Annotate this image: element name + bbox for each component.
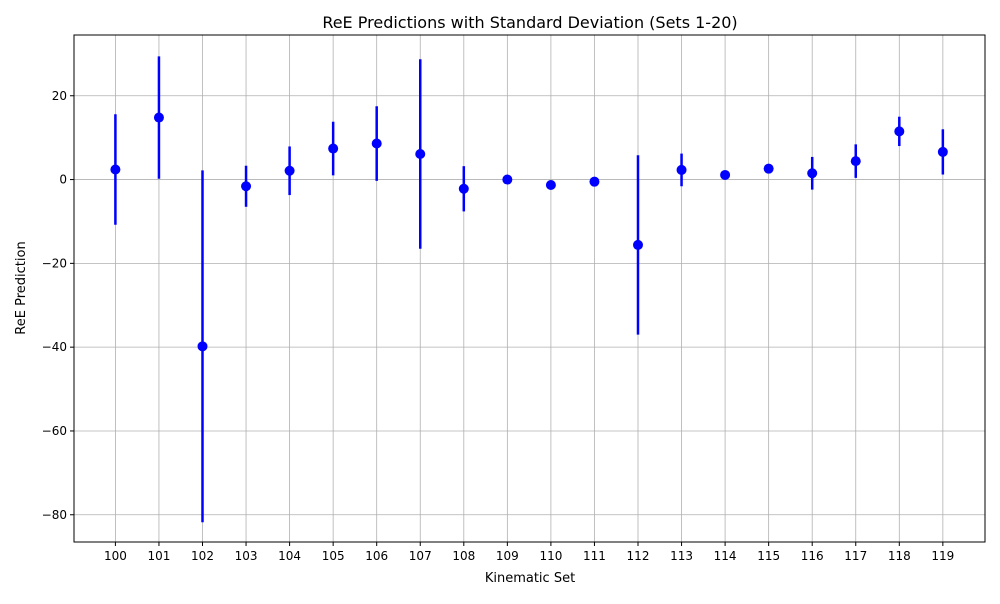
data-point	[720, 169, 731, 180]
x-axis-label: Kinematic Set	[485, 571, 575, 586]
x-tick-label: 113	[670, 549, 693, 563]
x-tick-label: 102	[191, 549, 214, 563]
data-point	[284, 165, 295, 176]
x-tick-label: 108	[452, 549, 475, 563]
y-tick-label: −60	[42, 424, 67, 438]
data-point	[458, 183, 469, 194]
axis-layer: 100 101 102 103 104 105 106 107 108 109 110 111 112 1…	[42, 89, 955, 563]
data-point	[153, 112, 164, 123]
x-tick-label: 100	[104, 549, 127, 563]
data-point	[371, 138, 382, 149]
data-point	[937, 146, 948, 157]
series-layer	[110, 56, 948, 523]
data-point	[633, 239, 643, 250]
data-point	[197, 341, 208, 352]
x-tick-label: 111	[583, 549, 606, 563]
x-tick-label: 115	[757, 549, 780, 563]
x-tick-label: 101	[147, 549, 170, 563]
y-tick-label: −80	[42, 508, 67, 522]
data-point	[502, 174, 513, 185]
data-point	[850, 156, 861, 167]
chart-title: ReE Predictions with Standard Deviation …	[322, 13, 737, 32]
x-tick-label: 112	[627, 549, 650, 563]
y-axis-label: ReE Prediction	[14, 241, 29, 334]
x-tick-label: 110	[539, 549, 562, 563]
x-tick-label: 109	[496, 549, 519, 563]
x-tick-label: 114	[714, 549, 737, 563]
plot-frame	[73, 34, 986, 543]
data-point	[763, 163, 774, 174]
data-point	[589, 176, 600, 187]
data-point	[328, 143, 339, 154]
y-tick-label: −20	[42, 256, 67, 270]
y-tick-label: −40	[42, 340, 67, 354]
x-tick-label: 107	[409, 549, 432, 563]
x-tick-label: 105	[322, 549, 345, 563]
data-point	[241, 181, 252, 192]
data-point	[110, 164, 121, 175]
y-tick-label: 0	[59, 173, 67, 187]
x-tick-label: 103	[235, 549, 258, 563]
x-tick-label: 116	[801, 549, 824, 563]
x-tick-label: 117	[844, 549, 867, 563]
x-tick-label: 106	[365, 549, 388, 563]
data-point	[415, 148, 426, 159]
data-point	[545, 180, 556, 191]
data-point	[807, 168, 818, 179]
x-tick-label: 119	[931, 549, 954, 563]
x-tick-label: 118	[888, 549, 911, 563]
x-tick-label: 104	[278, 549, 301, 563]
data-point	[676, 164, 687, 175]
y-tick-label: 20	[52, 89, 67, 103]
data-point	[894, 126, 905, 137]
